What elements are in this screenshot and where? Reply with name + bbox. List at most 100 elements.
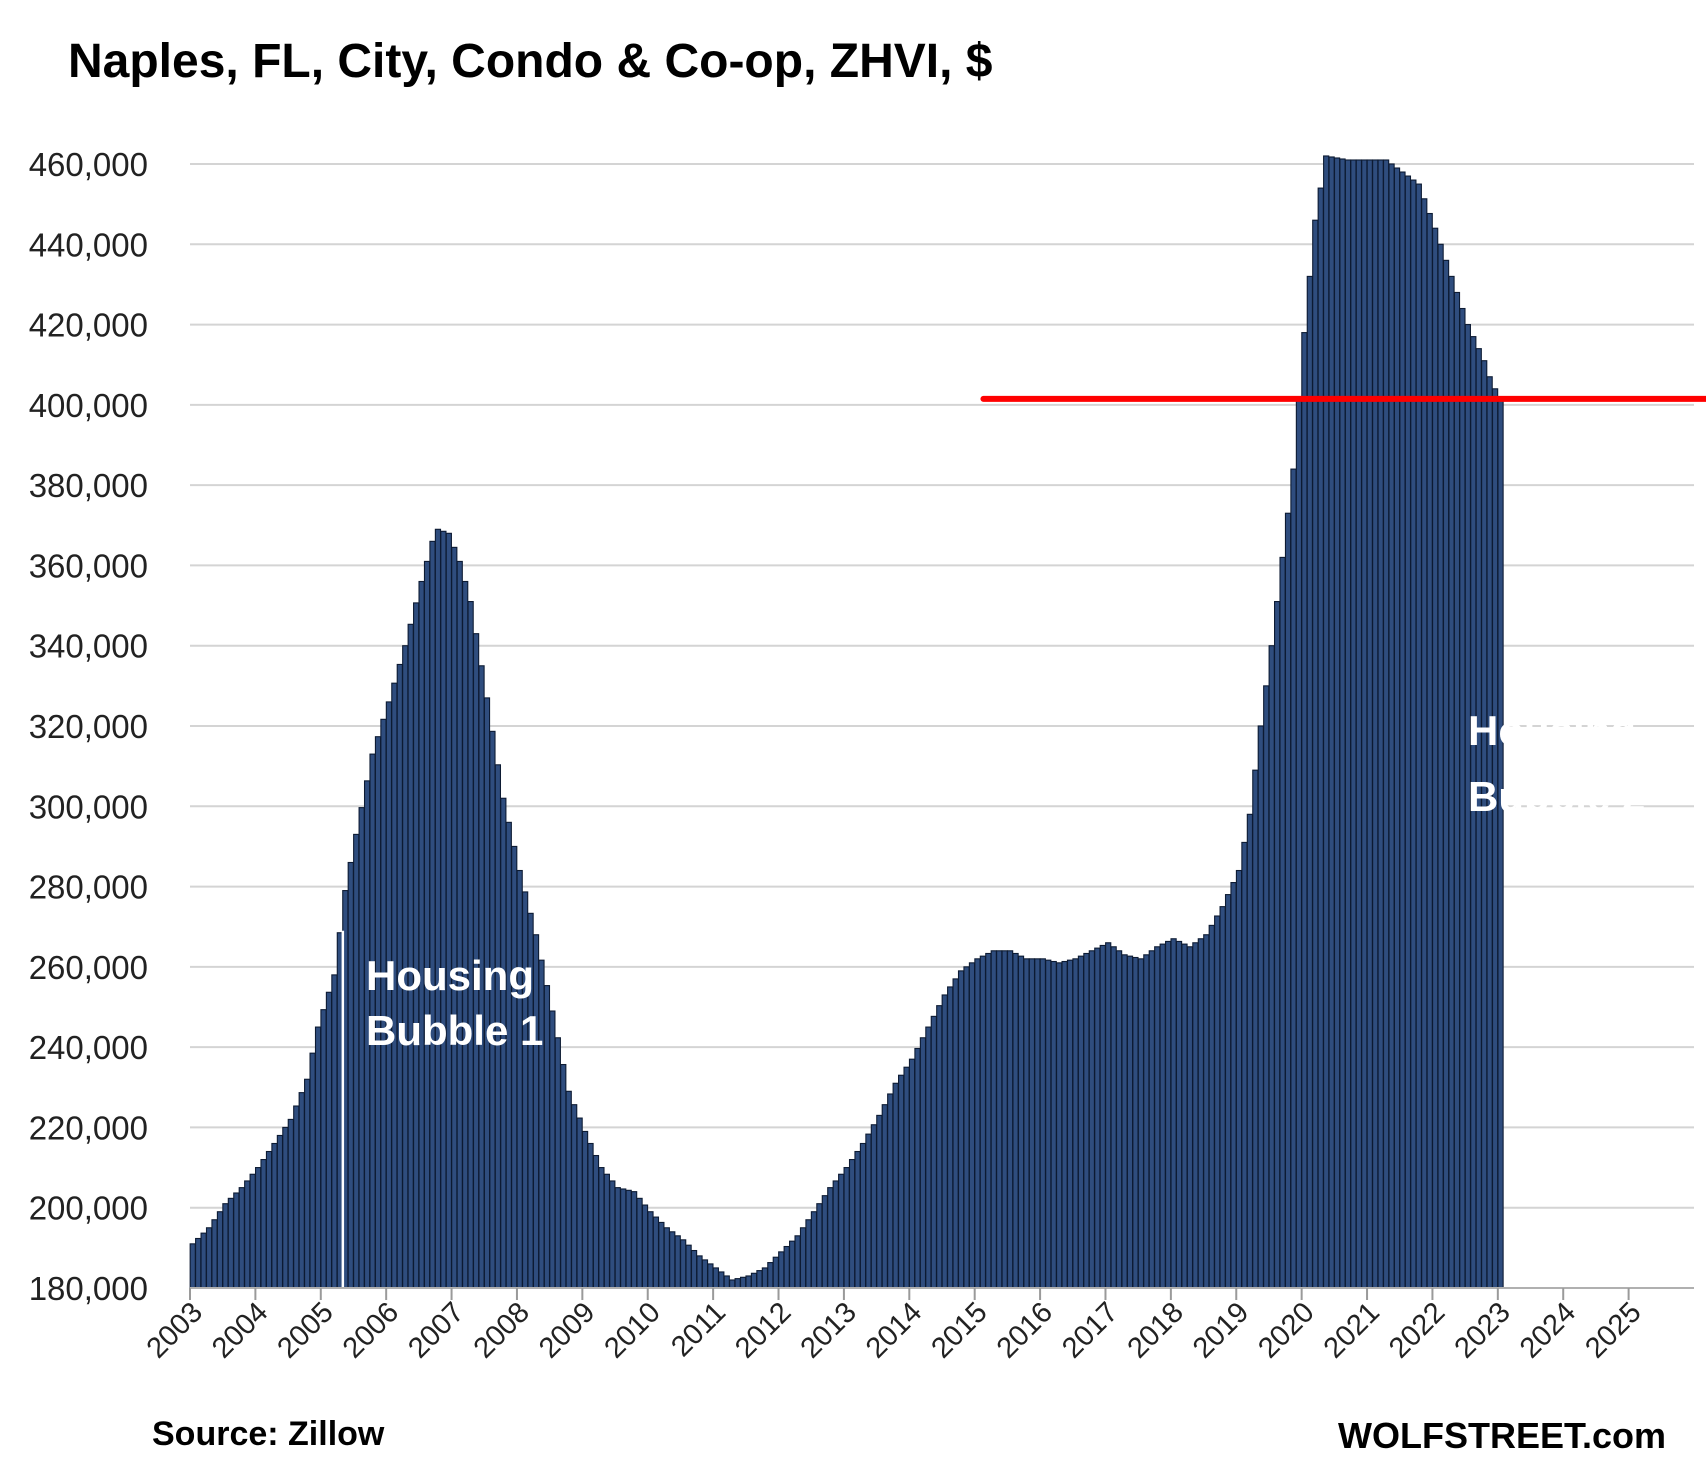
bar bbox=[794, 1235, 801, 1289]
x-axis: 2003200420052006200720082009201020112012… bbox=[141, 1287, 1694, 1365]
bar bbox=[1170, 938, 1177, 1289]
bar bbox=[434, 528, 442, 1289]
bar bbox=[870, 1124, 878, 1289]
x-tick-label: 2009 bbox=[533, 1296, 601, 1364]
x-tick-label: 2021 bbox=[1318, 1296, 1386, 1364]
bar bbox=[565, 1090, 572, 1289]
bar bbox=[1252, 769, 1259, 1289]
bar bbox=[1061, 960, 1068, 1289]
y-tick-label: 440,000 bbox=[29, 226, 148, 263]
x-tick-label: 2004 bbox=[206, 1296, 274, 1364]
chart-title: Naples, FL, City, Condo & Co-op, ZHVI, $ bbox=[68, 35, 993, 88]
bar bbox=[1306, 275, 1313, 1289]
bar bbox=[1175, 940, 1183, 1289]
y-tick-label: 380,000 bbox=[29, 467, 148, 504]
bar bbox=[532, 934, 540, 1289]
bar bbox=[298, 1092, 305, 1289]
bar bbox=[1006, 950, 1014, 1289]
x-tick-label: 2022 bbox=[1383, 1296, 1451, 1364]
bar bbox=[1257, 725, 1264, 1289]
bar bbox=[249, 1173, 256, 1289]
y-tick-label: 420,000 bbox=[29, 307, 148, 344]
bar bbox=[892, 1082, 899, 1289]
annotation-bubble1: Housing bbox=[366, 952, 534, 999]
y-tick-label: 240,000 bbox=[29, 1029, 148, 1066]
bar bbox=[1105, 942, 1112, 1289]
bar bbox=[451, 546, 458, 1289]
x-tick-label: 2013 bbox=[795, 1296, 863, 1364]
bar bbox=[712, 1267, 719, 1289]
annotations: Housing Bubble 1 Housing Bubble 2 bbox=[366, 707, 1645, 1054]
bar bbox=[919, 1037, 927, 1289]
bar bbox=[1290, 468, 1297, 1289]
bar bbox=[990, 950, 997, 1289]
bar bbox=[1263, 685, 1270, 1289]
bar bbox=[440, 530, 447, 1289]
bar bbox=[1056, 962, 1063, 1289]
bar bbox=[1295, 400, 1303, 1289]
bar bbox=[887, 1093, 894, 1289]
bar bbox=[467, 601, 474, 1289]
bar bbox=[805, 1219, 812, 1289]
bar bbox=[1203, 934, 1210, 1289]
bar bbox=[952, 978, 959, 1289]
bar bbox=[865, 1133, 872, 1289]
bar bbox=[200, 1232, 207, 1289]
bar bbox=[325, 991, 333, 1289]
annotation-bubble2: Bubble 2 bbox=[1468, 773, 1645, 820]
y-tick-label: 280,000 bbox=[29, 869, 148, 906]
bar bbox=[1328, 156, 1335, 1289]
bar-gap bbox=[341, 930, 345, 1288]
bar bbox=[669, 1231, 676, 1289]
bar bbox=[1224, 894, 1232, 1289]
bar bbox=[799, 1227, 807, 1289]
bar bbox=[1045, 959, 1052, 1289]
bar bbox=[314, 1026, 322, 1289]
bar bbox=[418, 580, 425, 1289]
bar bbox=[1323, 155, 1330, 1289]
bar bbox=[1410, 179, 1417, 1289]
bar bbox=[603, 1173, 610, 1289]
y-axis-labels: 180,000 200,000 220,000 240,000 260,000 280,0… bbox=[29, 146, 148, 1307]
bar bbox=[827, 1187, 834, 1289]
bar bbox=[1372, 159, 1379, 1289]
bar bbox=[1219, 906, 1226, 1289]
bar bbox=[930, 1015, 937, 1289]
bar bbox=[1208, 924, 1215, 1289]
bar bbox=[1333, 157, 1341, 1289]
bar bbox=[701, 1259, 709, 1289]
bar bbox=[1241, 841, 1248, 1289]
y-tick-label: 200,000 bbox=[29, 1190, 148, 1227]
y-tick-label: 340,000 bbox=[29, 628, 148, 665]
bar bbox=[581, 1130, 589, 1289]
bar bbox=[1077, 955, 1085, 1289]
bar bbox=[745, 1275, 752, 1289]
bar bbox=[576, 1117, 583, 1289]
bar bbox=[1459, 307, 1466, 1289]
bar bbox=[358, 807, 365, 1289]
bar bbox=[652, 1216, 660, 1289]
bar bbox=[1432, 227, 1439, 1289]
bar bbox=[1072, 958, 1079, 1289]
bar bbox=[821, 1195, 828, 1289]
annotation-bubble1: Bubble 1 bbox=[366, 1007, 543, 1054]
bar bbox=[1154, 946, 1161, 1289]
bar bbox=[914, 1047, 921, 1289]
bar bbox=[1148, 950, 1155, 1289]
bar bbox=[1126, 955, 1134, 1289]
bar bbox=[1192, 942, 1199, 1289]
bar bbox=[195, 1237, 202, 1289]
bar bbox=[1279, 556, 1286, 1289]
x-tick-label: 2024 bbox=[1514, 1296, 1582, 1364]
bar bbox=[778, 1251, 785, 1289]
bar bbox=[1415, 183, 1422, 1289]
bar bbox=[287, 1118, 294, 1289]
x-tick-label: 2006 bbox=[337, 1296, 405, 1364]
x-tick-label: 2017 bbox=[1056, 1296, 1124, 1364]
y-tick-label: 460,000 bbox=[29, 146, 148, 183]
bar bbox=[271, 1142, 278, 1289]
bar bbox=[641, 1204, 649, 1289]
bar-series bbox=[189, 155, 1504, 1289]
bar bbox=[1110, 946, 1117, 1289]
